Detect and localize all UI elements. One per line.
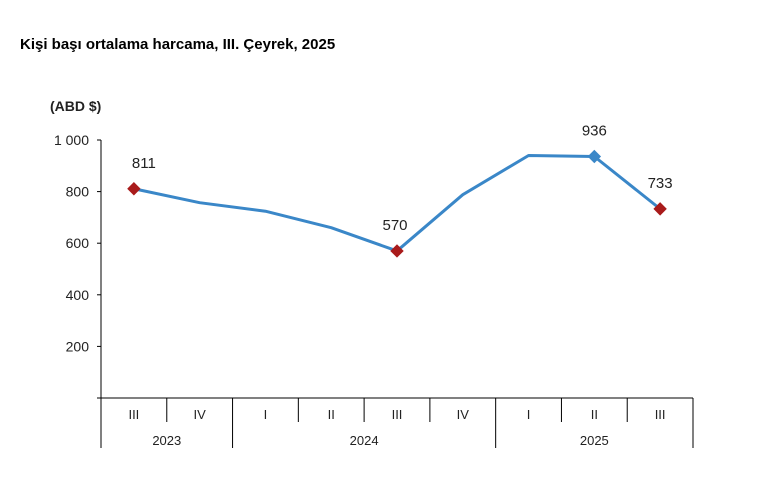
data-label: 936 [582, 123, 607, 140]
data-label: 570 [382, 217, 407, 234]
y-tick-label: 400 [66, 287, 90, 303]
x-tick-label: III [128, 407, 139, 422]
series-line [132, 153, 662, 253]
x-group-label: 2024 [350, 433, 379, 448]
x-group-label: 2025 [580, 433, 609, 448]
data-label: 733 [648, 175, 673, 192]
data-label: 811 [132, 155, 156, 172]
x-tick-label: I [527, 407, 531, 422]
data-point-marker [127, 182, 141, 196]
data-point-marker [390, 244, 404, 258]
y-tick-label: 800 [66, 184, 90, 200]
x-tick-label: IV [194, 407, 207, 422]
x-tick-label: II [328, 407, 335, 422]
y-tick-label: 200 [66, 338, 90, 354]
chart-title: Kişi başı ortalama harcama, III. Çeyrek,… [20, 36, 336, 53]
x-tick-label: I [264, 407, 268, 422]
y-tick-label: 1 000 [54, 132, 89, 148]
x-tick-label: III [392, 407, 403, 422]
x-tick-label: IV [457, 407, 470, 422]
y-axis-unit-label: (ABD $) [50, 98, 102, 114]
x-group-label: 2023 [152, 433, 181, 448]
data-point-marker [653, 202, 667, 216]
x-tick-label: III [655, 407, 666, 422]
y-tick-label: 600 [66, 235, 90, 251]
x-tick-label: II [591, 407, 598, 422]
data-point-marker [587, 149, 602, 164]
